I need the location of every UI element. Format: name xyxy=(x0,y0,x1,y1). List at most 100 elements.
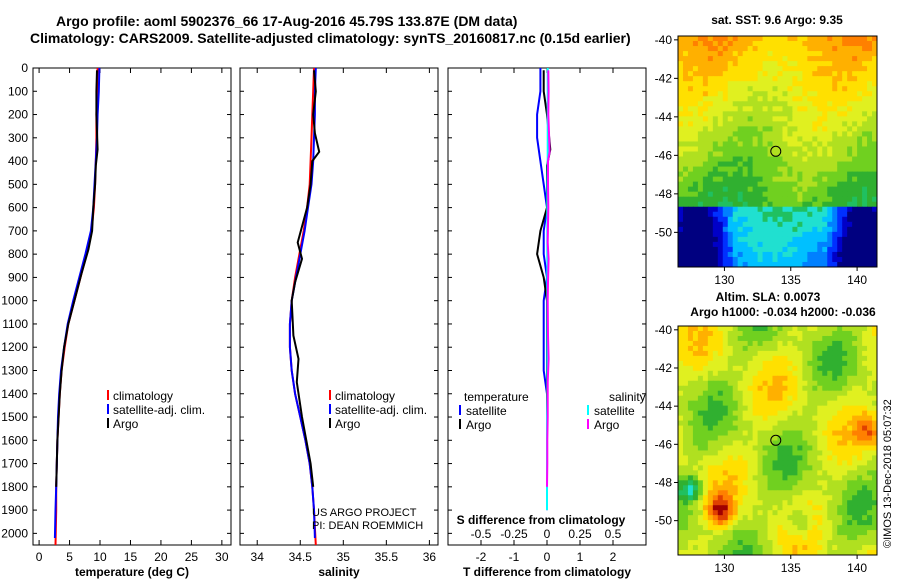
sst_map-cell xyxy=(687,261,694,267)
depth-tick-label: 1900 xyxy=(1,503,28,517)
sst_map-cell xyxy=(712,161,719,168)
sst_map-cell xyxy=(692,66,699,72)
sla_map-cell xyxy=(742,520,749,526)
sla_map-cell xyxy=(777,525,784,531)
sst_map-cell xyxy=(837,196,843,203)
sla_map-cell xyxy=(867,505,873,511)
sla_map-cell xyxy=(767,435,774,442)
sla_map-cell xyxy=(862,505,868,511)
sst_map-cell xyxy=(752,51,759,57)
sla_map-cell xyxy=(807,360,813,367)
sla_map-cell xyxy=(867,480,873,486)
sst_map-cell xyxy=(822,131,828,138)
sla_map-cell xyxy=(837,510,843,516)
difference-xtick-label: 0 xyxy=(544,550,551,564)
sst_map-cell xyxy=(827,101,833,107)
sla_map-cell xyxy=(867,515,873,521)
sla_map-cell xyxy=(697,445,704,452)
sla_map-cell xyxy=(832,480,838,486)
sla_map-cell xyxy=(707,370,714,377)
sla_map-cell xyxy=(847,550,853,555)
sla_map-cell xyxy=(712,430,719,437)
sst_map-cell xyxy=(852,136,858,143)
sst_map-cell xyxy=(742,241,749,248)
sst_map-cell xyxy=(737,261,744,267)
sst_map-cell xyxy=(752,176,759,183)
sst_map-cell xyxy=(678,66,684,72)
sst_map-cell xyxy=(842,141,848,148)
sla_map-cell xyxy=(762,370,769,377)
sla_map-cell xyxy=(867,360,873,367)
sla_map-cell xyxy=(842,515,848,521)
sla_map-cell xyxy=(837,505,843,511)
sla_map-cell xyxy=(857,545,863,551)
sla_map-cell xyxy=(822,395,828,402)
sla_map-cell xyxy=(727,540,734,546)
sst_map-cell xyxy=(857,226,863,233)
depth-tick-label: 800 xyxy=(8,247,28,261)
sla_map-cell xyxy=(712,425,719,432)
sst_map-cell xyxy=(732,96,739,102)
sst_map-cell xyxy=(832,236,838,243)
sst_map-cell xyxy=(822,51,828,57)
sst_map-cell xyxy=(707,186,714,193)
sla_map-cell xyxy=(727,550,734,555)
sst_map-cell xyxy=(682,216,689,223)
sst_map-cell xyxy=(757,81,764,87)
sst_map-cell xyxy=(777,101,784,107)
sst_map-cell xyxy=(697,171,704,178)
sst_map-cell xyxy=(772,216,779,223)
sla_map-cell xyxy=(707,395,714,402)
sst_map-cell xyxy=(782,161,789,168)
sla_map-cell xyxy=(757,385,764,392)
sst_map-cell xyxy=(807,121,813,127)
sst_map-cell xyxy=(727,51,734,57)
sla_map-cell xyxy=(837,350,843,357)
sst_map-cell xyxy=(687,181,694,188)
sst_map-cell xyxy=(872,111,877,117)
sla_map-cell xyxy=(832,455,838,462)
sst_map-cell xyxy=(697,146,704,153)
sst_map-cell xyxy=(852,231,858,238)
sst_map-cell xyxy=(792,96,798,102)
sla_map-cell xyxy=(702,445,709,452)
sla_map-cell xyxy=(862,330,868,337)
sla_map-cell xyxy=(737,430,744,437)
sla_map-cell xyxy=(822,370,828,377)
sst_map-cell xyxy=(832,211,838,218)
sla_map-cell xyxy=(832,410,838,417)
sst_map-cell xyxy=(712,61,719,67)
sla_map-cell xyxy=(702,545,709,551)
sst_map-cell xyxy=(782,186,789,193)
sst_map-cell xyxy=(697,181,704,188)
sst_map-cell xyxy=(742,181,749,188)
sla_map-cell xyxy=(737,470,744,476)
sst_map-cell xyxy=(707,256,714,263)
sst_map-cell xyxy=(842,261,848,267)
sla_map-cell xyxy=(692,370,699,377)
sla_map-cell xyxy=(752,515,759,521)
sst_map-cell xyxy=(772,196,779,203)
sla_map-cell xyxy=(847,430,853,437)
sla_map-cell xyxy=(847,545,853,551)
sla_map-cell xyxy=(787,525,794,531)
sst_map-cell xyxy=(772,36,779,42)
sst_map-cell xyxy=(737,256,744,263)
sla_map-cell xyxy=(847,370,853,377)
sst_map-cell xyxy=(767,61,774,67)
sst_map-cell xyxy=(702,181,709,188)
sla_map-cell xyxy=(752,500,759,506)
sst_map-cell xyxy=(832,46,838,52)
sst_map-cell xyxy=(802,56,808,62)
temp-legend-label: Argo xyxy=(113,417,139,431)
sla_map-cell xyxy=(852,340,858,347)
sla_map-cell xyxy=(682,520,689,526)
sla_map-cell xyxy=(722,410,729,417)
sst_map-cell xyxy=(837,111,843,117)
sst_map-cell xyxy=(762,81,769,87)
sla_map-cell xyxy=(692,550,699,555)
sst_map-cell xyxy=(802,51,808,57)
sst_map-cell xyxy=(842,41,848,47)
sla_map-cell xyxy=(842,510,848,516)
sla_map-cell xyxy=(772,445,779,452)
